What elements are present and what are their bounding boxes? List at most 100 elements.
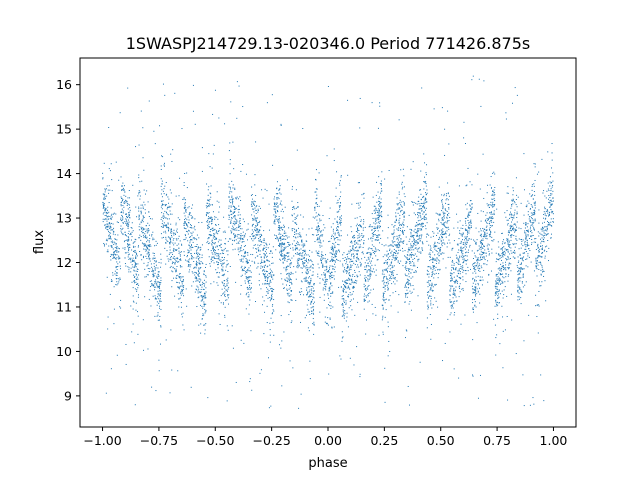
data-point	[373, 222, 375, 224]
data-point	[357, 227, 359, 229]
data-point	[315, 179, 317, 181]
data-point	[238, 226, 240, 228]
data-point	[214, 242, 216, 244]
data-point	[405, 293, 407, 295]
data-point	[289, 295, 291, 297]
data-point	[424, 219, 426, 221]
data-point	[254, 174, 256, 176]
data-point	[354, 271, 356, 273]
data-point	[162, 200, 164, 202]
data-point	[408, 273, 410, 275]
data-point	[173, 257, 175, 259]
data-point	[353, 237, 355, 239]
data-point	[372, 237, 374, 239]
data-point	[246, 262, 248, 264]
data-point	[103, 244, 105, 246]
data-point	[255, 234, 257, 236]
data-point	[216, 282, 218, 284]
data-point	[433, 232, 435, 234]
data-point	[498, 246, 500, 248]
data-point	[122, 198, 124, 200]
data-point	[218, 231, 220, 233]
data-point	[438, 247, 440, 249]
data-point	[312, 216, 314, 218]
data-point	[435, 245, 437, 247]
data-point	[377, 230, 379, 232]
data-point	[105, 212, 107, 214]
data-point	[349, 261, 351, 263]
data-point	[132, 266, 134, 268]
data-point	[520, 202, 522, 204]
data-point	[350, 241, 352, 243]
data-point	[162, 215, 164, 217]
data-point	[506, 259, 508, 261]
data-point	[286, 277, 288, 279]
data-point	[168, 198, 170, 200]
data-point	[163, 188, 165, 190]
data-point	[415, 241, 417, 243]
data-point	[244, 233, 246, 235]
data-point	[495, 281, 497, 283]
data-point	[140, 222, 142, 224]
data-point	[432, 266, 434, 268]
data-point	[467, 270, 469, 272]
data-point	[490, 211, 492, 213]
data-point	[240, 245, 242, 247]
data-point	[446, 246, 448, 248]
data-point	[509, 246, 511, 248]
data-point	[315, 188, 317, 190]
data-point	[279, 245, 281, 247]
data-point	[384, 367, 386, 369]
data-point	[228, 226, 230, 228]
data-point	[493, 205, 495, 207]
data-point	[307, 277, 309, 279]
data-point	[142, 218, 144, 220]
data-point	[178, 282, 180, 284]
data-point	[222, 302, 224, 304]
data-point	[165, 263, 167, 265]
data-point	[182, 285, 184, 287]
data-point	[224, 306, 226, 308]
data-point	[154, 315, 156, 317]
data-point	[456, 213, 458, 215]
data-point	[533, 241, 535, 243]
data-point	[376, 226, 378, 228]
data-point	[278, 216, 280, 218]
data-point	[203, 314, 205, 316]
data-point	[168, 206, 170, 208]
data-point	[503, 267, 505, 269]
data-point	[341, 331, 343, 333]
data-point	[266, 266, 268, 268]
data-point	[159, 290, 161, 292]
data-point	[530, 195, 532, 197]
data-point	[303, 245, 305, 247]
data-point	[190, 232, 192, 234]
data-point	[496, 301, 498, 303]
data-point	[158, 275, 160, 277]
data-point	[240, 255, 242, 257]
data-point	[146, 232, 148, 234]
data-point	[238, 211, 240, 213]
data-point	[186, 260, 188, 262]
data-point	[413, 262, 415, 264]
data-point	[510, 270, 512, 272]
data-point	[347, 277, 349, 279]
data-point	[224, 314, 226, 316]
data-point	[299, 294, 301, 296]
data-point	[299, 258, 301, 260]
data-point	[140, 211, 142, 212]
data-point	[359, 202, 361, 204]
data-point	[122, 212, 124, 214]
data-point	[489, 184, 491, 186]
data-point	[285, 232, 287, 234]
data-point	[552, 218, 554, 220]
data-point	[367, 258, 369, 260]
data-point	[184, 173, 186, 174]
data-point	[136, 253, 138, 255]
data-point	[488, 253, 490, 255]
data-point	[502, 255, 504, 257]
data-point	[140, 204, 142, 206]
data-point	[244, 235, 246, 237]
data-point	[516, 211, 518, 213]
data-point	[414, 257, 416, 259]
